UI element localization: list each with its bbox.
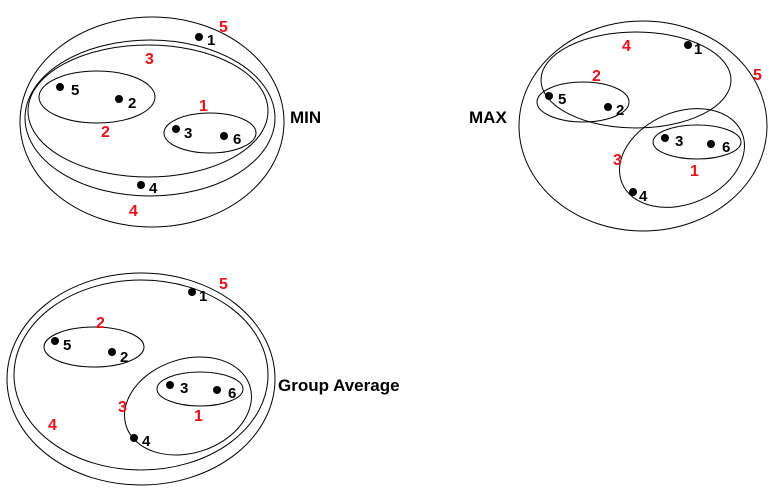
point-5-dot [545, 92, 553, 100]
merge-order-4: 4 [48, 417, 57, 434]
point-5-label: 5 [71, 82, 79, 99]
merge-order-4: 4 [622, 38, 631, 55]
cluster-1-outline [163, 112, 257, 154]
cluster-2-outline [43, 326, 145, 368]
point-5-label: 5 [63, 337, 71, 354]
merge-order-1: 1 [194, 408, 203, 425]
point-3-label: 3 [180, 380, 188, 397]
point-6-label: 6 [233, 131, 241, 148]
point-4-dot [629, 188, 637, 196]
point-6-label: 6 [722, 139, 730, 156]
merge-order-4: 4 [129, 203, 138, 220]
point-2-label: 2 [616, 102, 624, 119]
merge-order-1: 1 [199, 98, 208, 115]
min-title: MIN [290, 108, 321, 127]
point-4-dot [130, 434, 138, 442]
point-6-label: 6 [228, 385, 236, 402]
max-title: MAX [469, 108, 507, 127]
merge-order-3: 3 [145, 51, 154, 68]
point-5-dot [56, 83, 64, 91]
point-1-label: 1 [207, 32, 215, 49]
cluster-4-outline [540, 31, 732, 129]
merge-order-2: 2 [592, 68, 601, 85]
min-panel: 1 5 2 3 6 4 1 2 3 4 5 MIN [19, 16, 321, 228]
point-1-dot [684, 41, 692, 49]
cluster-1-outline [156, 371, 244, 407]
cluster-2-outline [536, 81, 630, 123]
max-panel: 1 5 2 3 6 4 1 2 3 4 5 MAX [469, 20, 768, 232]
cluster-4-outline [13, 279, 269, 471]
point-2-label: 2 [128, 95, 136, 112]
cluster-4-outline [24, 39, 276, 197]
merge-order-2: 2 [96, 315, 105, 332]
point-3-dot [172, 125, 180, 133]
cluster-3-outline [123, 356, 253, 456]
point-2-dot [108, 348, 116, 356]
point-6-dot [213, 386, 221, 394]
point-4-label: 4 [639, 188, 648, 205]
merge-order-3: 3 [118, 399, 127, 416]
cluster-3-outline [27, 44, 269, 178]
point-5-dot [51, 337, 59, 345]
point-3-label: 3 [675, 133, 683, 150]
cluster-5-outline [19, 16, 285, 228]
point-1-dot [195, 33, 203, 41]
point-1-label: 1 [694, 41, 702, 58]
point-1-dot [188, 288, 196, 296]
cluster-2-outline [38, 70, 156, 124]
point-3-dot [166, 381, 174, 389]
group-average-title: Group Average [278, 376, 400, 395]
point-5-label: 5 [558, 91, 566, 108]
merge-order-5: 5 [753, 67, 762, 84]
cluster-5-outline [518, 20, 768, 232]
merge-order-5: 5 [219, 276, 228, 293]
point-6-dot [707, 140, 715, 148]
merge-order-3: 3 [613, 152, 622, 169]
point-6-dot [220, 132, 228, 140]
point-4-label: 4 [149, 180, 158, 197]
point-2-dot [115, 95, 123, 103]
point-2-dot [604, 103, 612, 111]
point-3-label: 3 [184, 125, 192, 142]
point-1-label: 1 [199, 288, 207, 305]
cluster-3-outline [619, 108, 745, 208]
merge-order-2: 2 [101, 124, 110, 141]
point-4-dot [137, 181, 145, 189]
group-average-panel: 1 5 2 3 6 4 1 2 3 4 5 Group Average [6, 272, 400, 486]
cluster-1-outline [652, 124, 742, 160]
cluster-5-outline [6, 272, 276, 486]
merge-order-5: 5 [219, 19, 228, 36]
point-2-label: 2 [120, 349, 128, 366]
point-4-label: 4 [142, 433, 151, 450]
point-3-dot [661, 134, 669, 142]
merge-order-1: 1 [690, 163, 699, 180]
